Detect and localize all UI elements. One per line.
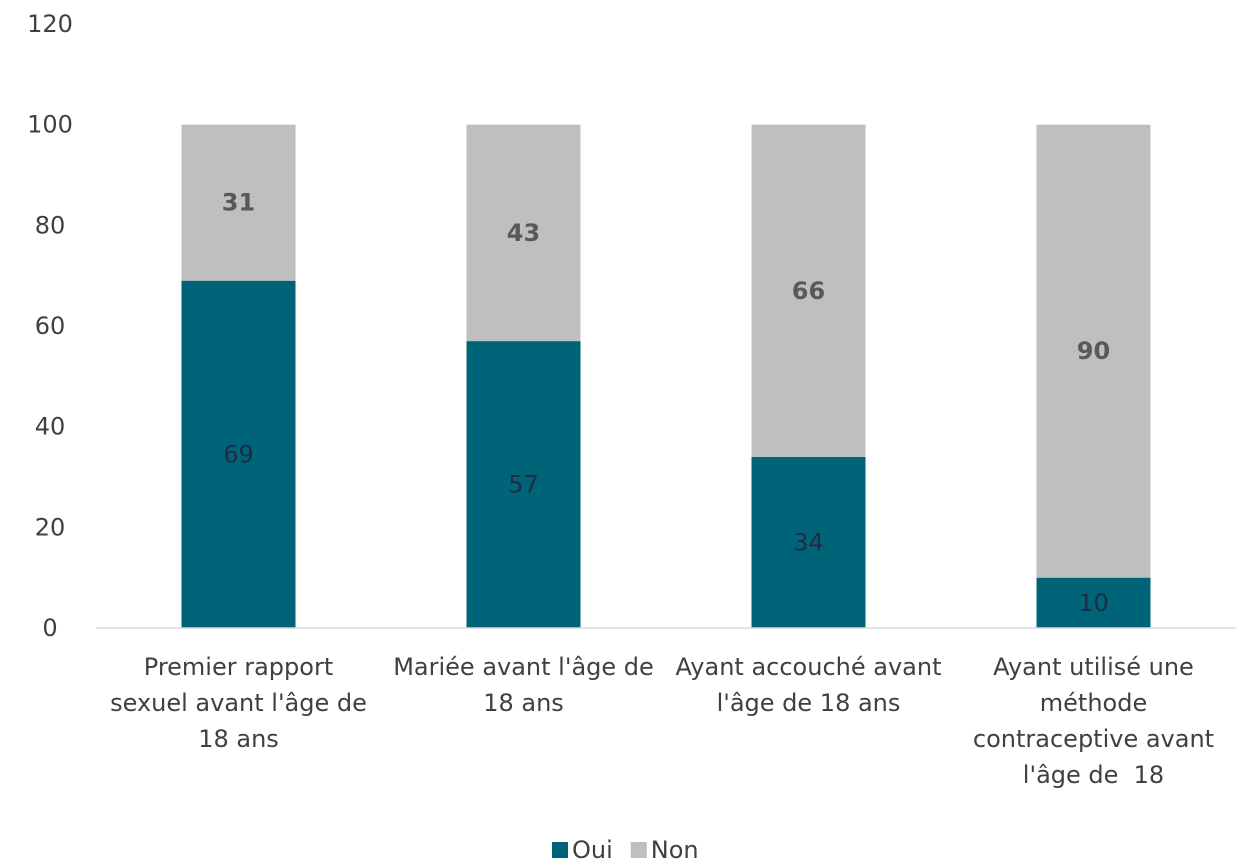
y-tick-label: 20 xyxy=(35,513,66,541)
y-tick-label: 40 xyxy=(35,413,66,441)
legend: Oui Non xyxy=(552,836,699,862)
y-tick-label: 0 xyxy=(42,614,57,642)
legend-swatch-non xyxy=(631,842,647,858)
data-label-non: 66 xyxy=(792,277,825,305)
category-label: sexuel avant l'âge de xyxy=(110,689,367,717)
category-label: contraceptive avant xyxy=(973,725,1214,753)
data-label-non: 43 xyxy=(507,219,540,247)
y-tick-label: 60 xyxy=(35,312,66,340)
legend-label-non: Non xyxy=(651,836,699,862)
category-label: Premier rapport xyxy=(144,653,333,681)
y-tick-label: 80 xyxy=(35,211,66,239)
category-label: l'âge de 18 ans xyxy=(717,689,901,717)
legend-label-oui: Oui xyxy=(572,836,613,862)
category-label: l'âge de 18 xyxy=(1023,761,1164,789)
data-label-oui: 10 xyxy=(1078,589,1109,617)
data-label-non: 31 xyxy=(222,189,255,217)
y-tick-label: 100 xyxy=(27,111,73,139)
data-label-non: 90 xyxy=(1077,337,1110,365)
category-label: 18 ans xyxy=(198,725,279,753)
legend-swatch-oui xyxy=(552,842,568,858)
data-label-oui: 57 xyxy=(508,471,539,499)
data-label-oui: 34 xyxy=(793,528,824,556)
y-tick-label: 120 xyxy=(27,10,73,38)
category-label: Ayant accouché avant xyxy=(676,653,942,681)
category-label: méthode xyxy=(1040,689,1147,717)
y-axis: 0 20 40 60 80 100 120 xyxy=(27,10,73,642)
x-axis-labels: Premier rapport sexuel avant l'âge de 18 a… xyxy=(110,653,1214,789)
category-label: 18 ans xyxy=(483,689,564,717)
data-label-oui: 69 xyxy=(223,440,254,468)
category-label: Ayant utilisé une xyxy=(993,653,1194,681)
bars: 69 31 57 43 34 66 10 90 xyxy=(182,125,1151,628)
category-label: Mariée avant l'âge de xyxy=(393,653,654,681)
